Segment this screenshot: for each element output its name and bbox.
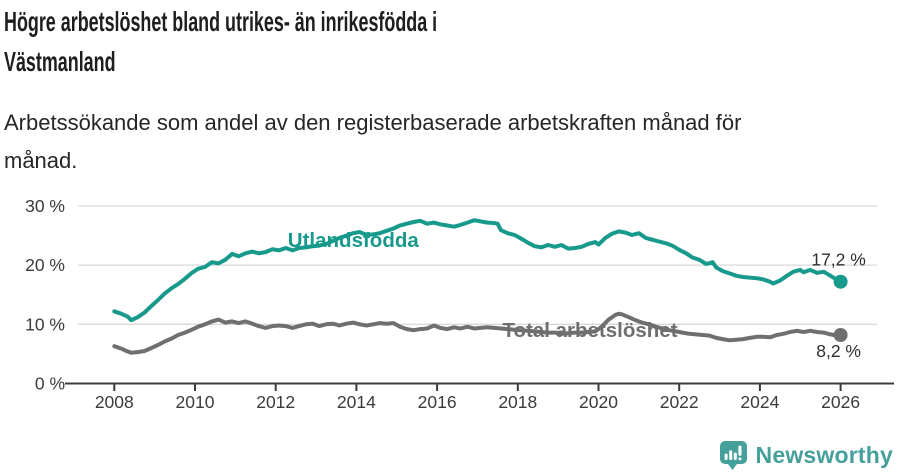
x-tick-label: 2012 <box>256 392 295 412</box>
x-tick-label: 2020 <box>579 392 618 412</box>
end-value-label: 17,2 % <box>811 250 865 270</box>
brand-name: Newsworthy <box>755 442 893 468</box>
y-tick-label: 20 % <box>25 255 65 275</box>
series-line <box>112 218 843 323</box>
chart-title: Högre arbetslöshet bland utrikes- än inr… <box>4 6 438 77</box>
series-label: Total arbetslöshet <box>503 319 678 342</box>
y-tick-label: 30 % <box>25 196 65 216</box>
series-end-dot <box>833 274 848 289</box>
series-line <box>112 311 843 355</box>
series-label: Utlandsfödda <box>288 229 420 252</box>
x-tick-label: 2018 <box>498 392 537 412</box>
end-value-label: 8,2 % <box>816 341 861 361</box>
brand-footer: Newsworthy <box>719 441 893 470</box>
x-tick-label: 2010 <box>176 392 215 412</box>
chart-subtitle: Arbetssökande som andel av den registerb… <box>4 110 742 173</box>
x-tick-label: 2022 <box>660 392 699 412</box>
x-tick-label: 2014 <box>337 392 376 412</box>
x-tick-label: 2008 <box>95 392 134 412</box>
x-tick-label: 2024 <box>740 392 779 412</box>
newsworthy-logo-icon <box>719 441 747 470</box>
series-end-dot <box>833 328 848 342</box>
y-tick-label: 0 % <box>35 374 65 394</box>
x-tick-label: 2026 <box>821 392 860 412</box>
y-tick-label: 10 % <box>25 314 65 334</box>
x-tick-label: 2016 <box>418 392 457 412</box>
